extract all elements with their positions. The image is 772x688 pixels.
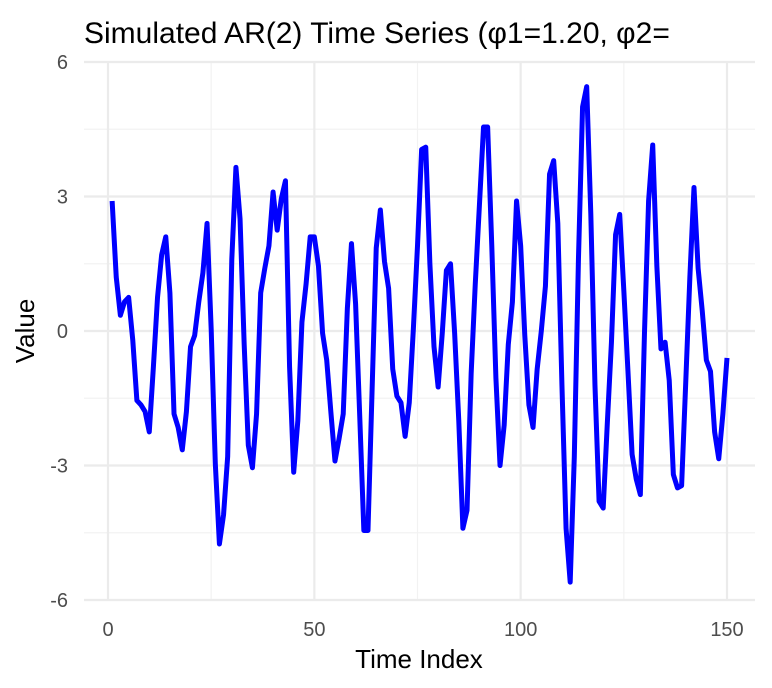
x-tick-label: 50 — [303, 619, 325, 641]
y-tick-label: -3 — [50, 456, 68, 478]
y-tick-label: -6 — [50, 590, 68, 612]
x-tick-label: 150 — [710, 619, 743, 641]
x-axis-title: Time Index — [355, 644, 483, 674]
y-tick-label: 3 — [57, 187, 68, 209]
series-line — [109, 84, 730, 585]
y-tick-label: 0 — [57, 321, 68, 343]
y-tick-label: 6 — [57, 52, 68, 74]
x-tick-label: 0 — [102, 619, 113, 641]
chart-title: Simulated AR(2) Time Series (φ1=1.20, φ2… — [84, 17, 670, 50]
y-tick-labels: -6 -3 0 3 6 — [50, 52, 68, 612]
y-axis-title: Value — [10, 299, 40, 364]
x-tick-labels: 0 50 100 150 — [102, 619, 743, 641]
major-gridlines — [84, 60, 755, 602]
x-tick-label: 100 — [504, 619, 537, 641]
minor-gridlines — [84, 62, 755, 600]
